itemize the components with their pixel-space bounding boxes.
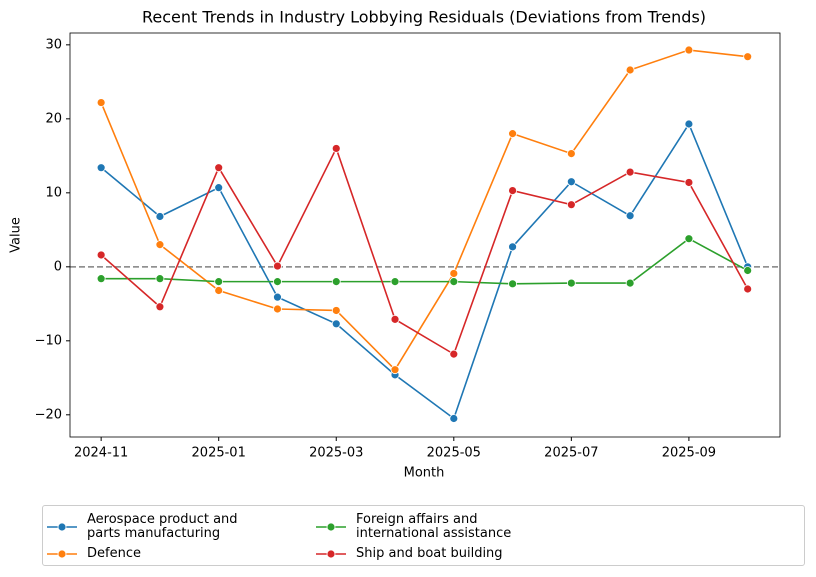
y-tick-label: 30: [45, 37, 62, 52]
data-point: [214, 163, 224, 173]
y-tick-label: 0: [54, 259, 62, 274]
chart-title: Recent Trends in Industry Lobbying Resid…: [142, 8, 706, 27]
series-line: [100, 146, 749, 356]
data-point: [566, 177, 576, 187]
x-tick-label: 2025-09: [662, 446, 716, 461]
data-point: [96, 250, 106, 260]
data-point: [155, 240, 165, 250]
data-point: [214, 286, 224, 295]
data-point: [390, 277, 400, 287]
series-line: [100, 49, 748, 371]
data-point: [625, 65, 635, 75]
legend-label: Defence: [87, 546, 141, 561]
y-tick-label: −10: [35, 333, 62, 348]
legend-swatch: [47, 549, 77, 559]
legend-swatch: [47, 522, 77, 532]
x-tick-label: 2025-07: [544, 446, 598, 461]
y-tick-label: 10: [45, 185, 62, 200]
x-tick-label: 2025-05: [427, 446, 481, 461]
x-tick-label: 2024-11: [74, 446, 128, 461]
legend-marker: [57, 522, 67, 532]
series-line: [101, 237, 749, 285]
y-axis-label: Value: [9, 217, 24, 253]
data-point: [273, 292, 282, 302]
legend-label: Aerospace product and parts manufacturin…: [87, 512, 238, 541]
data-point: [390, 365, 400, 375]
data-point: [449, 349, 459, 359]
data-point: [449, 269, 459, 278]
data-point: [390, 314, 400, 324]
y-tick-label: −20: [35, 407, 62, 422]
data-point: [96, 274, 106, 284]
data-point: [684, 119, 694, 129]
data-point: [743, 52, 753, 62]
data-point: [214, 277, 224, 287]
data-point: [508, 242, 517, 252]
data-point: [155, 274, 165, 284]
plot-frame: [69, 32, 781, 438]
legend-marker: [326, 522, 336, 532]
data-point: [331, 319, 341, 329]
data-point: [273, 277, 282, 287]
data-point: [743, 266, 753, 275]
legend-label: Ship and boat building: [356, 546, 503, 561]
data-point: [684, 234, 694, 244]
data-point: [743, 284, 753, 294]
series-line: [100, 122, 749, 420]
data-point: [273, 261, 282, 271]
data-point: [508, 129, 517, 139]
legend-entry: Ship and boat building: [316, 546, 503, 562]
x-axis-label: Month: [404, 466, 445, 481]
data-point: [566, 200, 576, 210]
data-point: [625, 211, 635, 221]
data-point: [96, 163, 106, 173]
data-point: [684, 45, 694, 55]
legend-entry: Defence: [47, 546, 141, 562]
data-point: [214, 183, 224, 193]
legend-swatch: [316, 522, 346, 532]
data-point: [155, 302, 165, 312]
data-point: [566, 149, 576, 159]
data-point: [449, 277, 459, 287]
legend-label: Foreign affairs and international assist…: [356, 512, 512, 541]
x-tick-label: 2025-01: [192, 446, 246, 461]
data-point: [625, 278, 635, 288]
data-point: [625, 167, 635, 177]
data-point: [566, 278, 576, 288]
data-point: [331, 277, 341, 287]
data-point: [155, 212, 165, 221]
data-point: [508, 186, 517, 196]
data-point: [331, 306, 341, 315]
legend: Aerospace product and parts manufacturin…: [42, 505, 805, 566]
legend-entry: Foreign affairs and international assist…: [316, 512, 551, 542]
data-point: [273, 304, 282, 314]
data-point: [96, 98, 106, 107]
legend-marker: [326, 549, 336, 559]
data-point: [331, 144, 341, 153]
legend-marker: [57, 549, 67, 559]
x-tick-label: 2025-03: [309, 446, 363, 461]
y-tick-label: 20: [45, 111, 62, 126]
legend-swatch: [316, 549, 346, 559]
legend-entry: Aerospace product and parts manufacturin…: [47, 512, 262, 542]
data-point: [684, 178, 694, 187]
data-point: [449, 414, 459, 423]
data-point: [508, 279, 517, 289]
